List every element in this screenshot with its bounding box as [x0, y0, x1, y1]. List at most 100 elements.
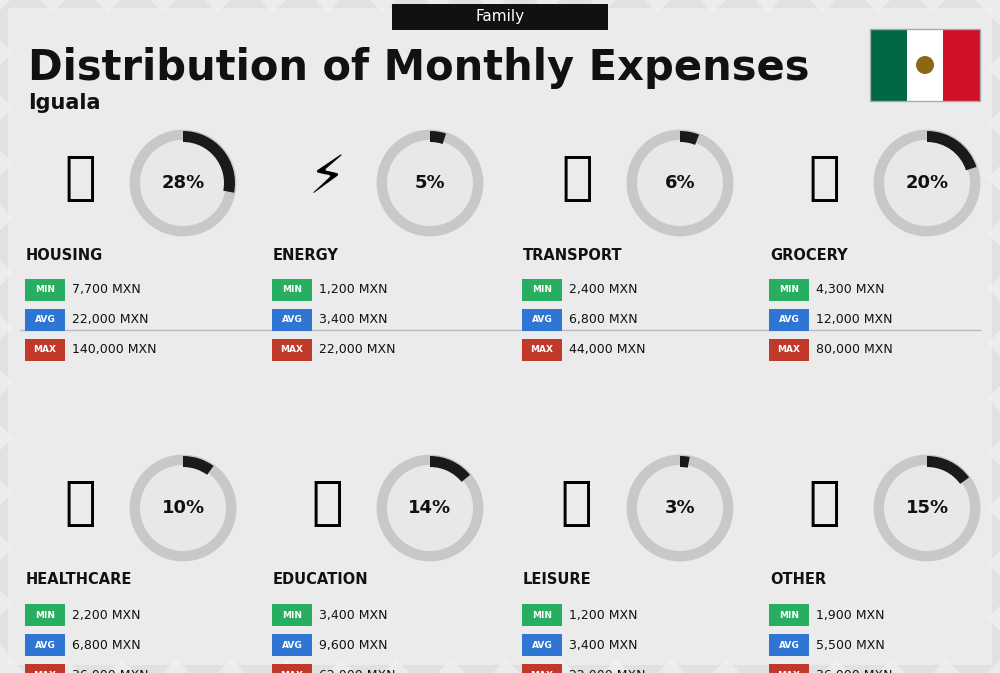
Text: Iguala: Iguala: [28, 93, 100, 113]
Wedge shape: [183, 456, 214, 475]
Circle shape: [884, 140, 970, 226]
Text: TRANSPORT: TRANSPORT: [523, 248, 623, 262]
FancyBboxPatch shape: [769, 309, 809, 331]
Text: MAX: MAX: [280, 345, 304, 355]
Text: HOUSING: HOUSING: [26, 248, 103, 262]
FancyBboxPatch shape: [25, 309, 65, 331]
Text: AVG: AVG: [282, 316, 302, 324]
Circle shape: [387, 465, 473, 551]
Text: 62,000 MXN: 62,000 MXN: [319, 668, 396, 673]
FancyBboxPatch shape: [25, 634, 65, 656]
Text: 🏢: 🏢: [64, 152, 96, 204]
FancyBboxPatch shape: [25, 339, 65, 361]
Text: MAX: MAX: [530, 345, 554, 355]
Text: 4,300 MXN: 4,300 MXN: [816, 283, 885, 297]
Text: AVG: AVG: [532, 641, 552, 649]
Text: MIN: MIN: [779, 610, 799, 620]
FancyBboxPatch shape: [522, 309, 562, 331]
FancyBboxPatch shape: [25, 604, 65, 626]
Text: 🎓: 🎓: [311, 477, 343, 529]
Text: 6%: 6%: [665, 174, 695, 192]
Text: 3,400 MXN: 3,400 MXN: [319, 314, 388, 326]
Text: 14%: 14%: [408, 499, 452, 517]
Text: 20%: 20%: [905, 174, 949, 192]
Text: 🚌: 🚌: [561, 152, 593, 204]
FancyBboxPatch shape: [272, 339, 312, 361]
FancyBboxPatch shape: [769, 664, 809, 673]
Text: 22,000 MXN: 22,000 MXN: [569, 668, 646, 673]
Circle shape: [916, 56, 934, 74]
Text: 36,000 MXN: 36,000 MXN: [816, 668, 893, 673]
FancyBboxPatch shape: [769, 339, 809, 361]
FancyBboxPatch shape: [522, 634, 562, 656]
FancyBboxPatch shape: [272, 604, 312, 626]
Circle shape: [628, 456, 732, 560]
Text: 80,000 MXN: 80,000 MXN: [816, 343, 893, 357]
Text: 💰: 💰: [808, 477, 840, 529]
Text: 36,000 MXN: 36,000 MXN: [72, 668, 148, 673]
Text: MAX: MAX: [778, 345, 800, 355]
Text: 12,000 MXN: 12,000 MXN: [816, 314, 893, 326]
Text: 3,400 MXN: 3,400 MXN: [319, 608, 388, 621]
Text: 3%: 3%: [665, 499, 695, 517]
Circle shape: [378, 131, 482, 235]
Text: Distribution of Monthly Expenses: Distribution of Monthly Expenses: [28, 47, 810, 89]
Text: MAX: MAX: [778, 670, 800, 673]
Circle shape: [131, 131, 235, 235]
Text: MAX: MAX: [34, 345, 56, 355]
Text: 10%: 10%: [161, 499, 205, 517]
Text: 22,000 MXN: 22,000 MXN: [72, 314, 148, 326]
Text: 6,800 MXN: 6,800 MXN: [72, 639, 141, 651]
Text: 44,000 MXN: 44,000 MXN: [569, 343, 646, 357]
FancyBboxPatch shape: [522, 339, 562, 361]
FancyBboxPatch shape: [272, 309, 312, 331]
FancyBboxPatch shape: [392, 4, 608, 30]
Text: 🏥: 🏥: [64, 477, 96, 529]
Circle shape: [131, 456, 235, 560]
FancyBboxPatch shape: [943, 29, 980, 101]
Circle shape: [637, 465, 723, 551]
Text: MIN: MIN: [532, 285, 552, 295]
Text: 9,600 MXN: 9,600 MXN: [319, 639, 388, 651]
Text: EDUCATION: EDUCATION: [273, 573, 369, 588]
Wedge shape: [680, 131, 699, 145]
Text: ⚡: ⚡: [308, 152, 346, 204]
Text: LEISURE: LEISURE: [523, 573, 592, 588]
FancyBboxPatch shape: [870, 29, 907, 101]
FancyBboxPatch shape: [522, 664, 562, 673]
Text: AVG: AVG: [532, 316, 552, 324]
Wedge shape: [927, 131, 976, 170]
Text: 🛒: 🛒: [808, 152, 840, 204]
Text: MIN: MIN: [35, 610, 55, 620]
FancyBboxPatch shape: [769, 634, 809, 656]
Wedge shape: [680, 456, 690, 468]
Text: MIN: MIN: [282, 610, 302, 620]
Text: 1,900 MXN: 1,900 MXN: [816, 608, 885, 621]
Text: AVG: AVG: [779, 641, 799, 649]
Circle shape: [378, 456, 482, 560]
FancyBboxPatch shape: [522, 604, 562, 626]
Wedge shape: [430, 131, 446, 144]
Circle shape: [884, 465, 970, 551]
Text: 5%: 5%: [415, 174, 445, 192]
Text: 7,700 MXN: 7,700 MXN: [72, 283, 141, 297]
Text: 🛍️: 🛍️: [561, 477, 593, 529]
Text: 1,200 MXN: 1,200 MXN: [319, 283, 388, 297]
Text: 15%: 15%: [905, 499, 949, 517]
Text: Family: Family: [475, 9, 525, 24]
Text: 5,500 MXN: 5,500 MXN: [816, 639, 885, 651]
Wedge shape: [183, 131, 235, 192]
Text: 6,800 MXN: 6,800 MXN: [569, 314, 638, 326]
Text: 2,400 MXN: 2,400 MXN: [569, 283, 638, 297]
Text: MAX: MAX: [280, 670, 304, 673]
Wedge shape: [430, 456, 470, 482]
Text: MIN: MIN: [282, 285, 302, 295]
Text: 140,000 MXN: 140,000 MXN: [72, 343, 156, 357]
Text: GROCERY: GROCERY: [770, 248, 848, 262]
Text: MIN: MIN: [532, 610, 552, 620]
Text: AVG: AVG: [779, 316, 799, 324]
Text: AVG: AVG: [35, 641, 55, 649]
FancyBboxPatch shape: [272, 279, 312, 301]
FancyBboxPatch shape: [272, 634, 312, 656]
Text: AVG: AVG: [282, 641, 302, 649]
